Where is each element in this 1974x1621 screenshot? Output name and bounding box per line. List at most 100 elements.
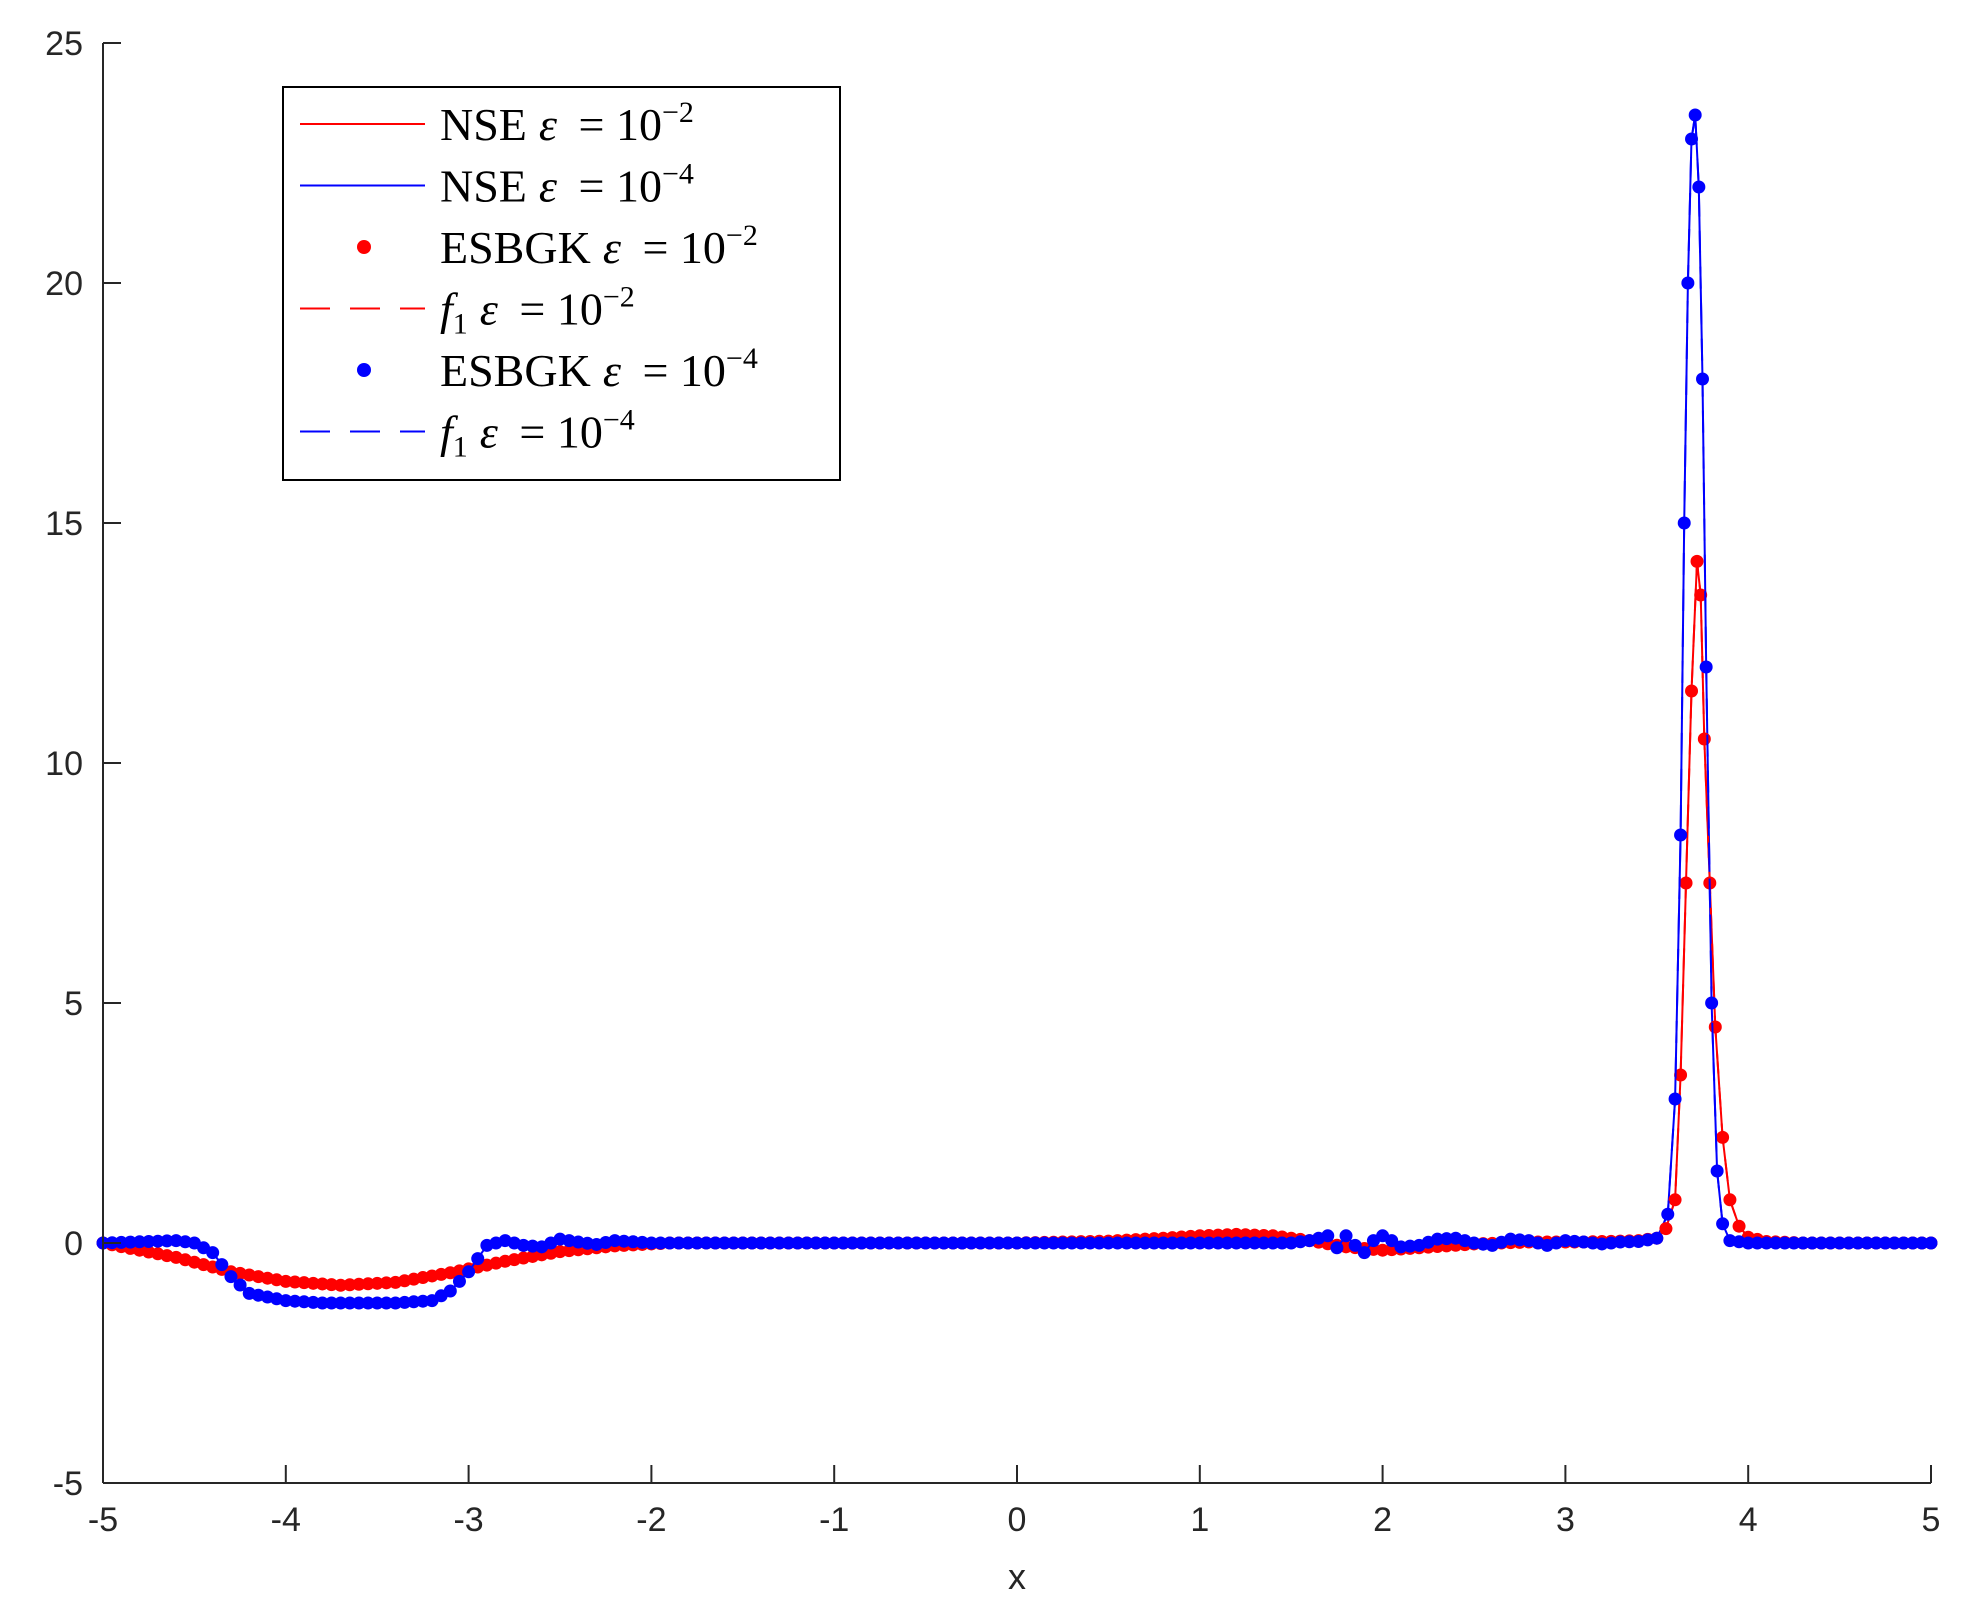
data-point — [973, 1236, 987, 1250]
data-point — [1897, 1236, 1911, 1250]
legend: NSE ε = 10−2 NSE ε = 10−4 ESBGK ε = 10−2 f1 ε =… — [282, 86, 841, 481]
data-point — [1741, 1236, 1755, 1250]
x-tick-label: 5 — [1922, 1501, 1941, 1539]
legend-label: NSE ε = 10−4 — [440, 158, 694, 212]
data-point — [1083, 1236, 1097, 1250]
data-point — [379, 1276, 393, 1290]
plot-area — [96, 108, 1938, 1310]
data-point — [1266, 1236, 1280, 1250]
legend-entry: ESBGK ε = 10−4 — [357, 342, 758, 396]
legend-entry: NSE ε = 10−4 — [300, 158, 694, 212]
data-point — [1692, 180, 1706, 194]
x-tick-label: -1 — [819, 1501, 849, 1539]
x-tick-label: 4 — [1739, 1501, 1758, 1539]
x-tick-label: 1 — [1190, 1501, 1209, 1539]
y-tick-label: 25 — [45, 25, 83, 63]
data-point — [1688, 108, 1702, 122]
data-point — [123, 1235, 137, 1249]
data-point — [754, 1236, 768, 1250]
x-tick-label: 0 — [1008, 1501, 1027, 1539]
y-tick-label: 5 — [64, 985, 83, 1023]
legend-label: f1 ε = 10−4 — [440, 404, 635, 464]
data-point — [361, 1296, 375, 1310]
data-point — [791, 1236, 805, 1250]
data-point — [1924, 1236, 1938, 1250]
data-point — [644, 1236, 658, 1250]
data-point — [900, 1236, 914, 1250]
data-point — [654, 1236, 668, 1250]
legend-label: ESBGK ε = 10−2 — [440, 219, 758, 273]
legend-box — [282, 86, 841, 481]
data-point — [1257, 1236, 1271, 1250]
x-tick-label: -3 — [453, 1501, 483, 1539]
data-point — [1193, 1236, 1207, 1250]
legend-entry: ESBGK ε = 10−2 — [357, 219, 758, 273]
data-point — [909, 1236, 923, 1250]
y-tick-label: 10 — [45, 745, 83, 783]
data-point — [315, 1296, 329, 1310]
data-point — [1851, 1236, 1865, 1250]
axes: -5 -4 -3 -2 -1 0 1 2 3 4 5 -5 0 5 10 15 20 25 — [45, 25, 1940, 1539]
data-point — [1659, 1222, 1673, 1236]
data-point — [827, 1236, 841, 1250]
data-point — [1622, 1235, 1636, 1249]
legend-label: f1 ε = 10−2 — [440, 281, 635, 341]
data-point — [352, 1296, 366, 1310]
y-tick-label: 0 — [64, 1225, 83, 1263]
data-point — [946, 1236, 960, 1250]
series-line — [102, 114, 1931, 1304]
y-tick-label: -5 — [53, 1465, 83, 1503]
data-point — [864, 1236, 878, 1250]
data-point — [1047, 1236, 1061, 1250]
series-6 — [102, 114, 1931, 1304]
data-point — [937, 1236, 951, 1250]
series-line — [102, 561, 1931, 1287]
data-point — [325, 1296, 338, 1310]
data-point — [873, 1236, 887, 1250]
data-point — [1778, 1236, 1792, 1250]
data-point — [1674, 828, 1688, 842]
data-point — [370, 1276, 384, 1290]
data-point — [343, 1278, 357, 1292]
x-axis-label: x — [1008, 1556, 1026, 1597]
series-4 — [102, 561, 1931, 1287]
y-tick-label: 15 — [45, 505, 83, 543]
data-point — [160, 1234, 174, 1248]
data-point — [763, 1236, 777, 1250]
y-tick-label: 20 — [45, 265, 83, 303]
x-tick-label: -4 — [271, 1501, 301, 1539]
data-point — [1860, 1236, 1874, 1250]
data-point — [718, 1236, 732, 1250]
legend-entry: f1 ε = 10−2 — [300, 281, 635, 341]
data-point — [800, 1236, 814, 1250]
data-point — [681, 1236, 695, 1250]
x-tick-label: -5 — [88, 1501, 118, 1539]
data-point — [334, 1278, 348, 1292]
data-point — [690, 1236, 704, 1250]
legend-label: NSE ε = 10−2 — [440, 96, 694, 150]
data-point — [1010, 1236, 1024, 1250]
data-point — [836, 1236, 850, 1250]
data-point — [1220, 1236, 1234, 1250]
legend-marker — [357, 240, 371, 254]
data-point — [1668, 1193, 1682, 1207]
data-point — [1823, 1236, 1837, 1250]
data-point — [727, 1236, 741, 1250]
data-point — [1120, 1236, 1134, 1250]
data-point — [1787, 1236, 1801, 1250]
data-point — [1685, 684, 1699, 698]
data-point — [1330, 1241, 1344, 1255]
x-tick-label: 2 — [1373, 1501, 1392, 1539]
data-point — [1229, 1236, 1243, 1250]
legend-entry: f1 ε = 10−4 — [300, 404, 635, 464]
data-point — [1887, 1236, 1901, 1250]
legend-entry: NSE ε = 10−2 — [300, 96, 694, 150]
x-tick-label: 3 — [1556, 1501, 1575, 1539]
legend-label: ESBGK ε = 10−4 — [440, 342, 758, 396]
data-point — [1750, 1236, 1764, 1250]
data-point — [1814, 1236, 1828, 1250]
data-point — [1156, 1236, 1170, 1250]
x-tick-label: -2 — [636, 1501, 666, 1539]
legend-marker — [357, 363, 371, 377]
